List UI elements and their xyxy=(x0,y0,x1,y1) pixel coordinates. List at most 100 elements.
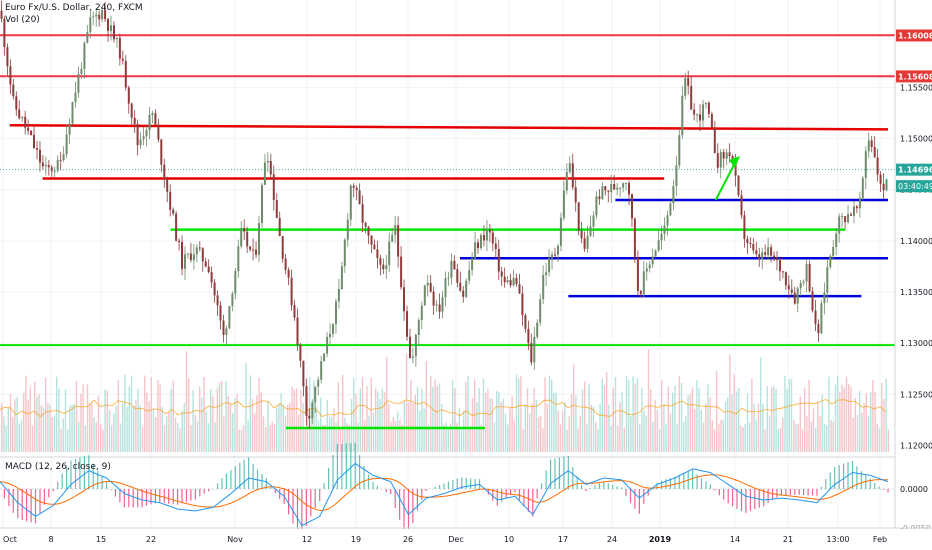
volume-bar xyxy=(496,391,498,452)
macd-hist-bar xyxy=(656,482,658,489)
candle xyxy=(192,243,195,270)
macd-hist-bar xyxy=(567,456,569,489)
candle xyxy=(30,130,33,136)
candle xyxy=(548,248,551,277)
candle xyxy=(426,275,429,297)
volume-bar xyxy=(705,403,707,452)
candle-body xyxy=(222,320,225,335)
candle xyxy=(642,261,645,298)
candle xyxy=(636,250,639,297)
volume-bar xyxy=(295,388,298,452)
candle-body xyxy=(690,85,693,110)
candle xyxy=(258,215,260,263)
macd-hist-bar xyxy=(452,479,454,489)
candle xyxy=(873,136,876,158)
candle xyxy=(749,237,752,249)
candle-body xyxy=(349,185,352,220)
candle-body xyxy=(426,282,429,286)
volume-bar xyxy=(619,402,621,452)
candle xyxy=(468,260,471,285)
volume-bar xyxy=(810,421,812,452)
candle xyxy=(823,282,826,315)
candle xyxy=(83,41,86,79)
candle xyxy=(379,254,382,276)
candle xyxy=(488,223,491,243)
candle xyxy=(261,182,263,228)
candle xyxy=(693,103,696,121)
candle-body xyxy=(554,254,556,256)
volume-bar xyxy=(111,425,113,452)
candle xyxy=(702,99,704,129)
macd-hist-bar xyxy=(101,476,103,489)
candle xyxy=(616,183,619,196)
volume-bar xyxy=(509,407,511,452)
candle-body xyxy=(734,162,737,176)
volume-bar xyxy=(163,425,166,452)
candle xyxy=(71,101,74,125)
volume-bar xyxy=(245,363,247,452)
candle-body xyxy=(758,254,761,260)
candle-body xyxy=(432,291,435,306)
candle-body xyxy=(343,239,346,267)
volume-bar xyxy=(23,393,25,452)
macd-hist-bar xyxy=(825,479,827,489)
volume-bar xyxy=(595,422,597,452)
macd-hist-bar xyxy=(8,489,10,507)
volume-bar xyxy=(337,382,339,452)
candle xyxy=(349,184,352,226)
candle-body xyxy=(820,303,823,334)
macd-hist-bar xyxy=(447,481,449,489)
volume-bar xyxy=(284,415,287,452)
candle xyxy=(373,239,376,250)
candle-body xyxy=(376,249,379,258)
macd-hist-bar xyxy=(43,489,45,505)
volume-bar xyxy=(434,379,436,452)
macd-hist-bar xyxy=(474,478,476,489)
candle xyxy=(826,259,829,303)
volume-bar xyxy=(232,413,234,452)
time-tick-label: 13:00 xyxy=(826,535,849,544)
candle-body xyxy=(728,152,731,156)
arrow-head xyxy=(729,156,741,169)
candle-body xyxy=(192,254,195,261)
candle-body xyxy=(474,242,477,259)
volume-bar xyxy=(86,384,89,452)
candle xyxy=(237,239,240,278)
candle xyxy=(631,193,633,228)
volume-bar xyxy=(146,392,148,452)
candle-body xyxy=(385,265,388,270)
candle xyxy=(293,299,296,321)
macd-hist-bar xyxy=(585,489,587,492)
trend-line xyxy=(9,124,889,131)
macd-hist-bar xyxy=(163,489,165,503)
volume-bar xyxy=(678,376,680,452)
volume-bar xyxy=(60,428,62,452)
macd-hist-bar xyxy=(203,489,205,494)
candle-body xyxy=(767,247,770,255)
volume-bar xyxy=(852,417,854,452)
volume-bar xyxy=(399,420,401,452)
candle xyxy=(500,266,503,287)
candle xyxy=(311,399,314,424)
candle-body xyxy=(207,266,210,273)
volume-bar xyxy=(535,400,537,452)
candle xyxy=(515,273,518,287)
candle xyxy=(705,102,707,109)
candle xyxy=(240,221,243,249)
candle-body xyxy=(216,295,219,306)
candle xyxy=(713,120,716,154)
candle-body xyxy=(204,261,207,267)
candle xyxy=(557,243,559,262)
candle xyxy=(68,118,71,144)
candle-body xyxy=(406,311,408,337)
candle-body xyxy=(101,10,104,20)
candle xyxy=(435,299,438,312)
candle-body xyxy=(787,285,790,290)
candle xyxy=(459,271,462,292)
volume-bar xyxy=(357,422,359,452)
candle-body xyxy=(844,216,847,223)
candle-body xyxy=(779,260,781,272)
volume-bar xyxy=(315,407,317,452)
